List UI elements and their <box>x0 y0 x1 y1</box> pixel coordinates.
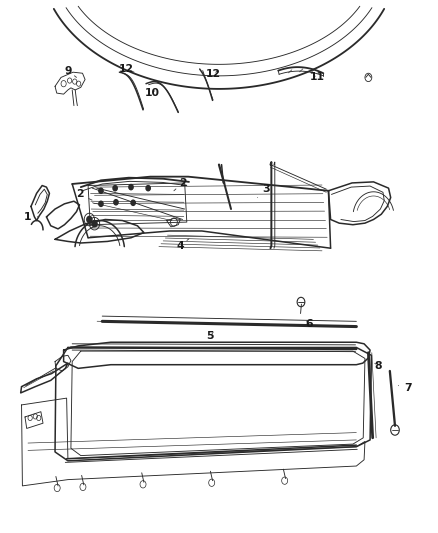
Text: 12: 12 <box>119 64 134 74</box>
Circle shape <box>99 188 103 193</box>
Text: 9: 9 <box>64 66 77 77</box>
Text: 2: 2 <box>76 189 92 200</box>
Circle shape <box>131 200 135 205</box>
Text: 6: 6 <box>305 319 313 329</box>
Text: 12: 12 <box>206 69 222 79</box>
Circle shape <box>129 184 133 190</box>
Text: 3: 3 <box>258 184 270 198</box>
Circle shape <box>99 201 103 206</box>
Text: 4: 4 <box>177 239 189 251</box>
Text: 2: 2 <box>174 178 186 191</box>
Circle shape <box>87 216 92 223</box>
Circle shape <box>92 221 97 227</box>
Circle shape <box>113 185 117 191</box>
Text: 5: 5 <box>207 331 214 341</box>
Circle shape <box>146 185 150 191</box>
Text: 7: 7 <box>399 383 412 393</box>
Text: 11: 11 <box>310 72 325 83</box>
Circle shape <box>114 200 118 205</box>
Text: 8: 8 <box>374 361 381 371</box>
Text: 10: 10 <box>145 88 160 98</box>
Text: 1: 1 <box>24 212 38 222</box>
